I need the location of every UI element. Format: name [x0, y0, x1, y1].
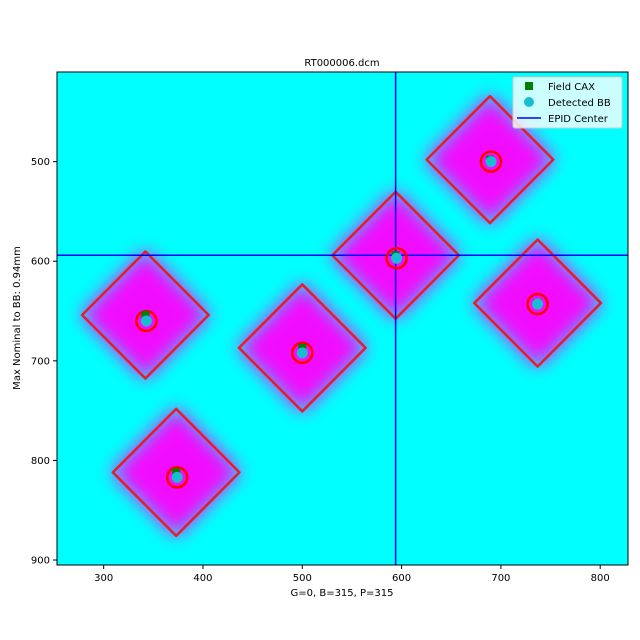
legend: Field CAX Detected BB EPID Center: [512, 76, 623, 129]
plot-frame: [56, 71, 629, 566]
bb-ring-5: [479, 150, 503, 173]
x-tick-label-600: 600: [392, 573, 411, 584]
detected-bb-marker-2: [171, 471, 183, 483]
bb-ring-3: [290, 341, 314, 365]
legend-box: [512, 76, 623, 129]
x-tick-label-700: 700: [491, 573, 510, 584]
field-contour-6: [473, 238, 603, 368]
detected-bb-marker-6: [532, 298, 544, 310]
field-contour-3: [237, 283, 367, 413]
field-cax-marker-1: [141, 311, 150, 320]
legend-epid-center-label: EPID Center: [548, 114, 609, 125]
legend-detected-bb-marker: [524, 97, 534, 107]
y-axis-label: Max Nominal to BB: 0.94mm: [12, 246, 23, 390]
y-axis-ticks: 500 600 700 800 900: [31, 157, 57, 567]
detected-bb-marker-5: [485, 156, 497, 168]
y-tick-label-700: 700: [31, 356, 50, 367]
chart-title: RT000006.dcm: [304, 58, 379, 69]
field-contour-1: [80, 250, 210, 380]
bb-ring-2: [165, 466, 189, 489]
y-tick-label-800: 800: [31, 456, 50, 467]
detected-bb-marker-1: [140, 315, 152, 327]
x-tick-label-300: 300: [94, 573, 113, 584]
y-tick-label-500: 500: [31, 157, 50, 168]
bb-ring-4: [385, 246, 408, 270]
detected-bb-marker-3: [296, 347, 308, 359]
detected-bb-marker-4: [391, 252, 403, 264]
y-tick-label-900: 900: [31, 556, 50, 567]
legend-field-cax-label: Field CAX: [548, 82, 595, 93]
x-tick-label-400: 400: [193, 573, 212, 584]
bb-ring-1: [135, 309, 158, 333]
plot-area: [57, 72, 628, 565]
marker-layer: [135, 150, 549, 489]
x-axis-ticks: 300 400 500 600 700 800: [94, 565, 610, 584]
legend-field-cax-marker: [525, 82, 533, 90]
field-contour-2: [111, 407, 241, 538]
x-tick-label-500: 500: [293, 573, 312, 584]
bb-ring-6: [526, 292, 549, 316]
legend-detected-bb-label: Detected BB: [548, 98, 611, 109]
x-axis-label: G=0, B=315, P=315: [290, 588, 393, 599]
y-tick-label-600: 600: [31, 257, 50, 268]
epid-center-lines: [57, 72, 628, 565]
field-contour-5: [425, 94, 555, 225]
x-tick-label-800: 800: [591, 573, 610, 584]
